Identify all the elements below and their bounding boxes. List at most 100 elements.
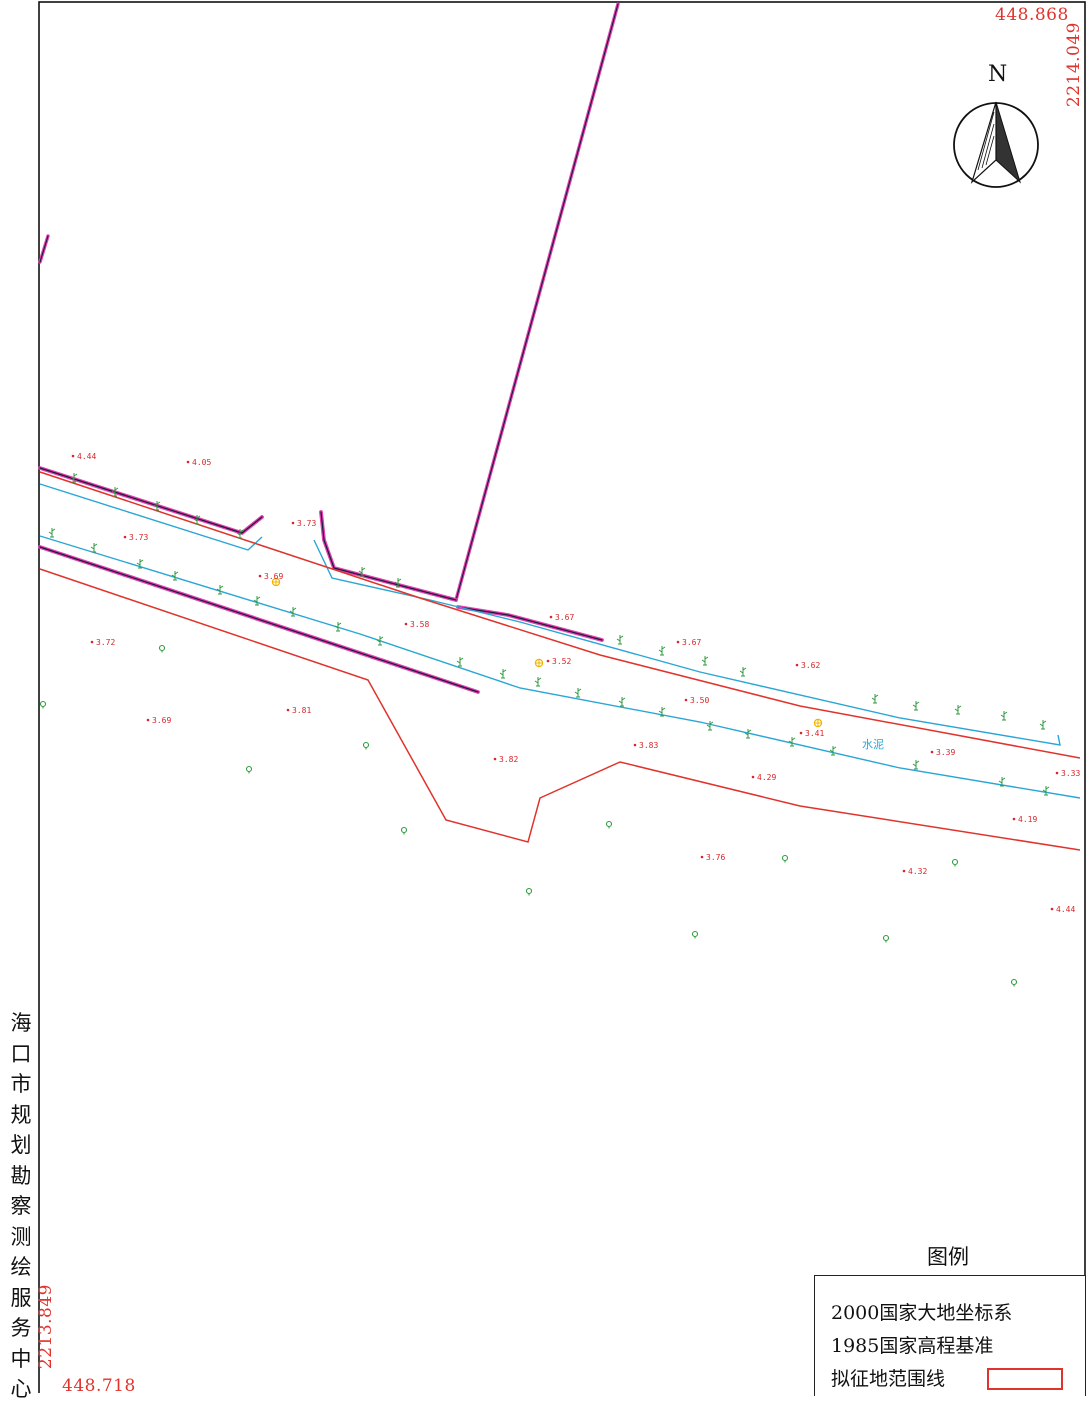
vegetation-symbol: [574, 688, 582, 698]
surveying-agency-name: 海口市规划勘察测绘服务中心: [8, 1008, 34, 1405]
agency-name-char: 务: [10, 1316, 32, 1340]
field-boundary-line: [38, 2, 620, 602]
agency-name-char: 绘: [10, 1255, 32, 1279]
vegetation-symbol: [658, 707, 666, 717]
vegetation-symbol: [394, 578, 402, 588]
vegetation-symbol: [788, 737, 796, 747]
elevation-label: 4.32: [908, 867, 927, 876]
elevation-label: 3.69: [152, 716, 171, 725]
vegetation-symbol: [153, 501, 161, 511]
tree-symbols: [39, 644, 1018, 987]
tree-symbol: [951, 858, 959, 866]
agency-name-char: 勘: [10, 1163, 32, 1188]
vegetation-symbol: [701, 656, 709, 666]
tree-symbol: [691, 930, 699, 938]
elevation-label: 3.73: [129, 533, 148, 542]
vegetation-symbol: [706, 721, 714, 731]
top-right-y-coordinate: 2214.049: [1064, 22, 1084, 108]
agency-name-char: 中: [10, 1346, 32, 1371]
legend-boundary-swatch: [987, 1368, 1063, 1390]
road-edge-lines: [39, 483, 1081, 799]
wall-lines: [38, 466, 604, 694]
elevation-dot: [799, 731, 803, 735]
vegetation-symbol: [616, 635, 624, 645]
vegetation-symbol: [171, 571, 179, 581]
legend-box: 2000国家大地坐标系 1985国家高程基准 拟征地范围线: [814, 1275, 1086, 1396]
elevation-label: 3.81: [292, 706, 311, 715]
surface-label: 水泥: [862, 738, 884, 751]
vegetation-symbol: [1000, 711, 1008, 721]
elevation-dot: [286, 708, 290, 712]
elevation-label: 3.58: [410, 620, 429, 629]
vegetation-symbols: [48, 473, 1050, 796]
elevation-label: 3.41: [805, 729, 824, 738]
elevation-dot: [1055, 771, 1059, 775]
legend-coordinate-system: 2000国家大地坐标系: [831, 1302, 1013, 1324]
vegetation-symbol: [739, 667, 747, 677]
vegetation-symbol: [236, 529, 244, 539]
vegetation-symbol: [912, 701, 920, 711]
bottom-left-x-coordinate: 448.718: [62, 1376, 136, 1396]
elevation-label: 3.73: [297, 519, 316, 528]
vegetation-symbol: [48, 528, 56, 538]
elevation-label: 3.50: [690, 696, 709, 705]
vegetation-symbol: [618, 697, 626, 707]
vegetation-symbol: [744, 729, 752, 739]
elevation-dot: [123, 535, 127, 539]
vegetation-symbol: [111, 487, 119, 497]
tree-symbol: [400, 826, 408, 834]
vegetation-symbol: [193, 515, 201, 525]
map-frame: [38, 1, 1086, 1393]
agency-name-char: 测: [10, 1224, 32, 1249]
elevation-label: 3.69: [264, 572, 283, 581]
tree-symbol: [781, 854, 789, 862]
vegetation-symbol: [216, 585, 224, 595]
agency-name-char: 市: [10, 1072, 32, 1096]
tree-symbol: [158, 644, 166, 652]
elevation-dot: [1012, 817, 1016, 821]
north-arrow-icon: [953, 101, 1039, 188]
bottom-left-y-coordinate: 2213.849: [36, 1284, 56, 1370]
agency-name-char: 划: [10, 1133, 32, 1157]
vegetation-symbol: [954, 705, 962, 715]
elevation-label: 3.33: [1061, 769, 1080, 778]
vegetation-symbol: [90, 543, 98, 553]
tree-symbol: [39, 700, 47, 708]
elevation-dot: [186, 460, 190, 464]
tree-symbol: [362, 741, 370, 749]
elevation-dot: [404, 622, 408, 626]
elevation-label: 3.39: [936, 748, 955, 757]
vegetation-symbol: [499, 669, 507, 679]
elevation-label: 4.44: [77, 452, 96, 461]
top-right-x-coordinate: 448.868: [995, 5, 1069, 25]
vegetation-symbol: [358, 567, 366, 577]
vegetation-symbol: [136, 559, 144, 569]
elevation-dot: [549, 615, 553, 619]
elevation-label: 3.67: [555, 613, 574, 622]
vegetation-symbol: [871, 694, 879, 704]
vegetation-symbol: [1039, 720, 1047, 730]
legend-boundary-label: 拟征地范围线: [831, 1368, 946, 1390]
elevation-dot: [258, 574, 262, 578]
vegetation-symbol: [289, 607, 297, 617]
elevation-dot: [71, 454, 75, 458]
tree-symbol: [605, 820, 613, 828]
agency-name-char: 服: [10, 1285, 32, 1310]
vegetation-symbol: [1042, 786, 1050, 796]
agency-name-char: 海: [10, 1011, 32, 1035]
vegetation-symbol: [334, 622, 342, 632]
tree-symbol: [525, 887, 533, 895]
acquisition-boundary-line: [39, 471, 1081, 851]
vegetation-symbol: [70, 473, 78, 483]
agency-name-char: 心: [10, 1377, 32, 1401]
vegetation-symbol: [253, 596, 261, 606]
vegetation-symbol: [998, 777, 1006, 787]
north-label: N: [988, 62, 1008, 87]
vegetation-symbol: [829, 746, 837, 756]
elevation-label: 3.62: [801, 661, 820, 670]
elevation-dot: [633, 743, 637, 747]
elevation-label: 4.44: [1056, 905, 1075, 914]
elevation-dot: [676, 640, 680, 644]
elevation-dot: [700, 855, 704, 859]
